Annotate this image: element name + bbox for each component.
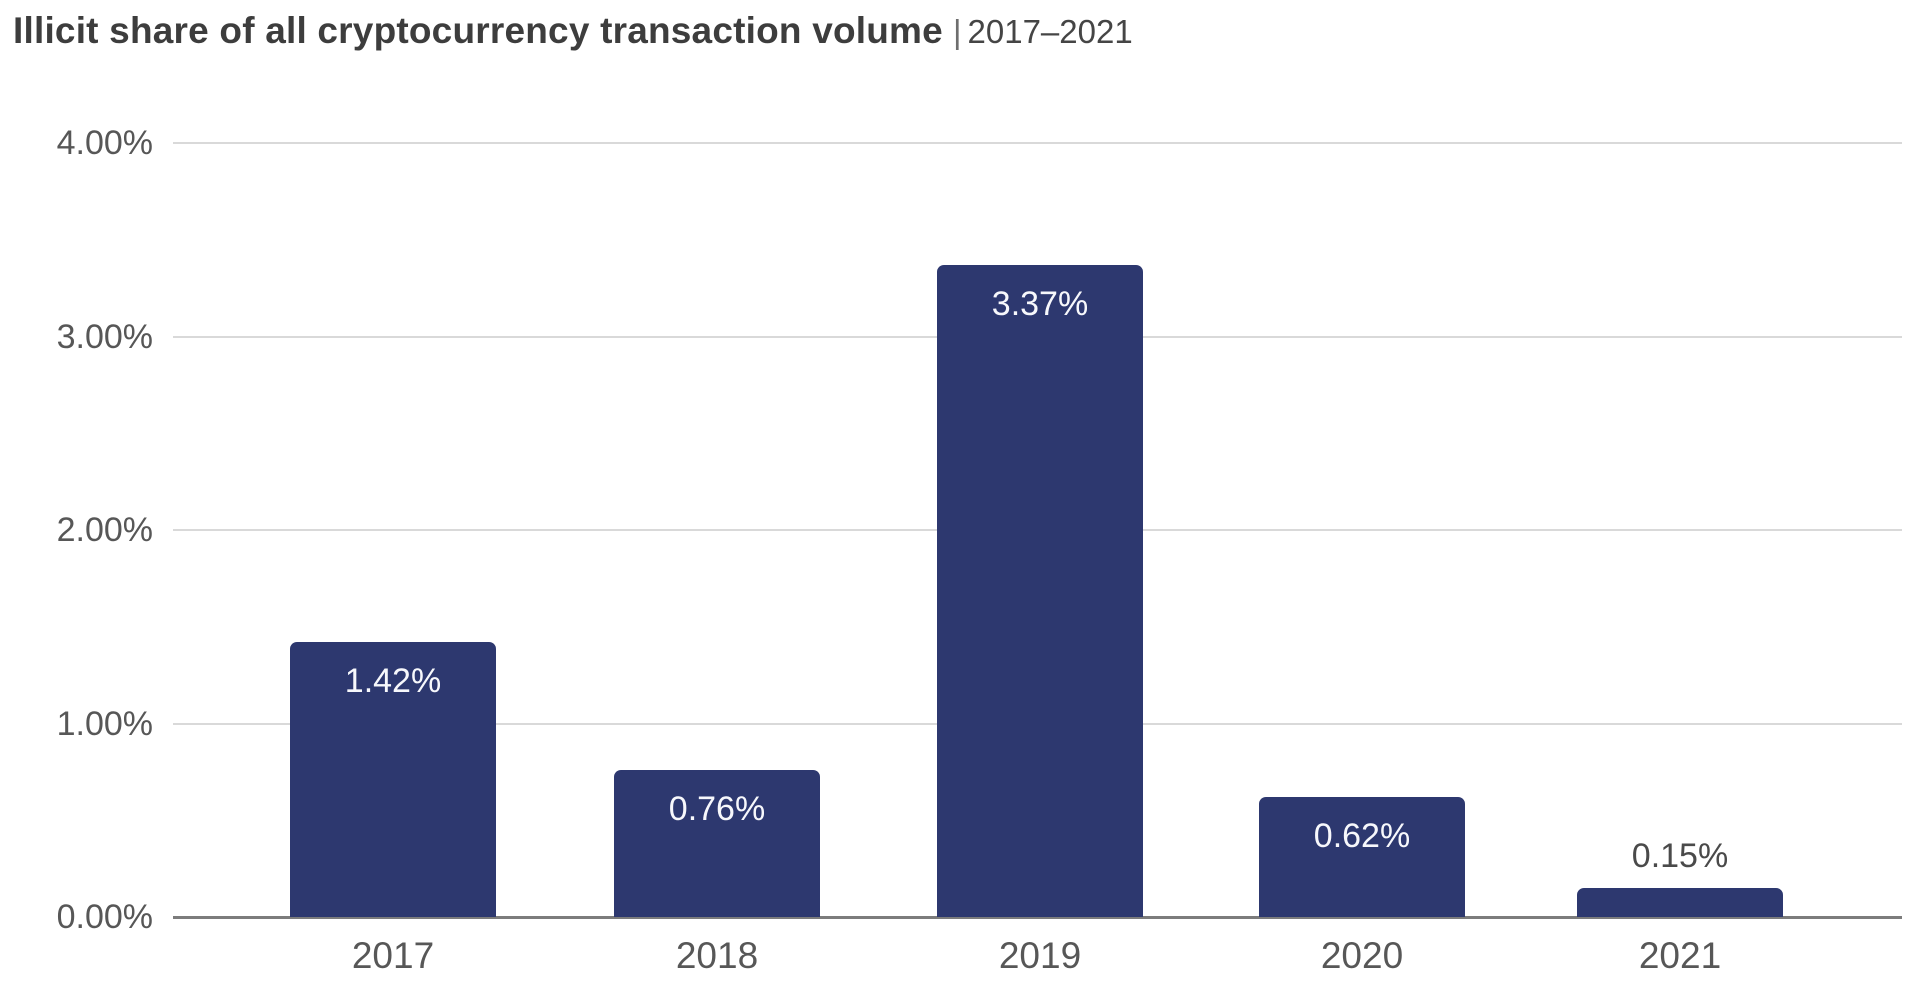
y-tick-label: 0.00% xyxy=(56,898,153,936)
bar-value-label-2020: 0.62% xyxy=(1313,817,1411,855)
x-axis-line xyxy=(173,916,1902,919)
y-tick-label: 3.00% xyxy=(56,317,153,356)
title-separator: | xyxy=(952,13,962,50)
page-title: Illicit share of all cryptocurrency tran… xyxy=(13,10,943,51)
bar-2020 xyxy=(1259,797,1465,917)
x-tick-label-2018: 2018 xyxy=(675,935,759,976)
y-tick-label: 1.00% xyxy=(56,704,153,743)
bar-value-label-2018: 0.76% xyxy=(668,790,766,828)
x-tick-label-2020: 2020 xyxy=(1320,935,1404,976)
y-tick-label: 4.00% xyxy=(56,124,153,162)
bar-2019 xyxy=(937,265,1143,917)
subtitle-date-range: 2017–2021 xyxy=(967,13,1133,50)
bar-2018 xyxy=(614,770,820,917)
x-tick-label-2017: 2017 xyxy=(351,935,435,976)
gridline xyxy=(173,142,1902,144)
bar-2021 xyxy=(1577,888,1783,917)
x-tick-label-2019: 2019 xyxy=(998,935,1082,976)
bar-value-label-2019: 3.37% xyxy=(991,285,1089,323)
bar-value-label-2021: 0.15% xyxy=(1631,837,1729,875)
bar-2017 xyxy=(290,642,496,917)
x-tick-label-2021: 2021 xyxy=(1638,935,1722,976)
chart-header: Illicit share of all cryptocurrency tran… xyxy=(13,10,1133,52)
bar-value-label-2017: 1.42% xyxy=(344,662,442,700)
y-tick-label: 2.00% xyxy=(56,511,153,549)
